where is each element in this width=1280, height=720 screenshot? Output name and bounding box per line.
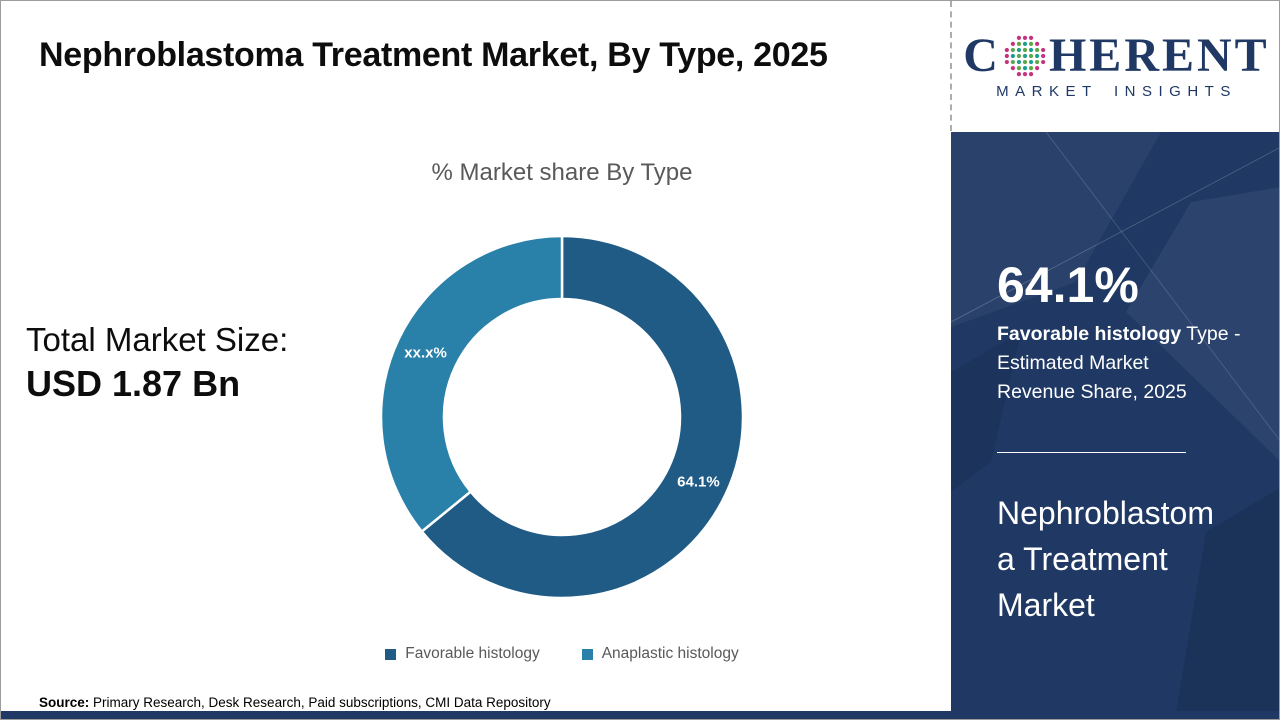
legend-item-anaplastic-histology: Anaplastic histology bbox=[581, 645, 739, 663]
brand-logo-subtitle: MARKET INSIGHTS bbox=[996, 83, 1237, 100]
donut-slice-label: xx.x% bbox=[404, 344, 447, 361]
logo-letter-c: C bbox=[963, 29, 1001, 82]
donut-slice-label: 64.1% bbox=[677, 474, 720, 491]
sidebar-stat-description-bold: Favorable histology bbox=[997, 323, 1182, 345]
donut-slice-favorable-histology bbox=[420, 234, 745, 600]
source-text: Primary Research, Desk Research, Paid su… bbox=[89, 695, 551, 710]
page-title: Nephroblastoma Treatment Market, By Type… bbox=[39, 36, 828, 74]
globe-dots-logo-icon bbox=[1004, 35, 1046, 77]
legend-label-anaplastic-histology: Anaplastic histology bbox=[601, 645, 739, 662]
chart-legend: Favorable histology Anaplastic histology bbox=[262, 645, 862, 663]
donut-slice-anaplastic-histology bbox=[379, 234, 564, 534]
source-label: Source: bbox=[39, 695, 90, 710]
logo-letters-herent: HERENT bbox=[1048, 29, 1270, 82]
legend-item-favorable-histology: Favorable histology bbox=[385, 645, 540, 663]
total-market-size-block: Total Market Size: USD 1.87 Bn bbox=[26, 321, 288, 405]
bottom-accent-bar bbox=[1, 711, 1279, 719]
sidebar-divider-line bbox=[997, 452, 1186, 453]
sidebar-stat-value: 64.1% bbox=[997, 257, 1139, 313]
total-market-size-label: Total Market Size: bbox=[26, 321, 289, 358]
chart-title: % Market share By Type bbox=[431, 159, 693, 186]
legend-swatch-favorable-histology bbox=[385, 648, 397, 660]
sidebar-stat-description: Favorable histology Type - Estimated Mar… bbox=[997, 320, 1249, 407]
sidebar-panel: 64.1% Favorable histology Type - Estimat… bbox=[951, 132, 1279, 713]
brand-logo: C HERENT MARKET INSIGHTS bbox=[950, 1, 1279, 131]
brand-logo-wordmark: C HERENT bbox=[963, 32, 1269, 80]
brand-logo-inner: C HERENT MARKET INSIGHTS bbox=[963, 32, 1269, 101]
donut-chart: 64.1% xx.x% bbox=[379, 234, 745, 600]
source-line: Source: Primary Research, Desk Research,… bbox=[39, 695, 551, 710]
legend-label-favorable-histology: Favorable histology bbox=[405, 645, 540, 662]
legend-swatch-anaplastic-histology bbox=[581, 648, 593, 660]
total-market-size-value: USD 1.87 Bn bbox=[26, 363, 241, 404]
sidebar-stat-description-rest: Type - Estimated Market Revenue Share, 2… bbox=[997, 323, 1241, 403]
sidebar-market-name: Nephroblastom a Treatment Market bbox=[997, 495, 1214, 623]
